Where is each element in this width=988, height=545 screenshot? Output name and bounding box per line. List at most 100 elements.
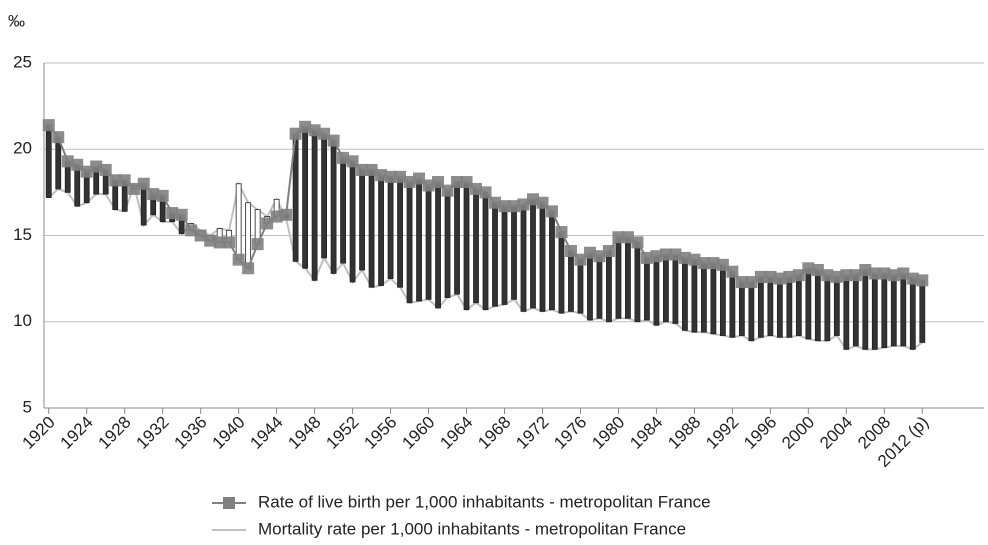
up-down-bar <box>406 181 413 304</box>
birth-marker <box>593 250 606 263</box>
y-tick-label: 10 <box>13 311 32 330</box>
up-down-bar <box>644 257 650 321</box>
y-tick-label: 20 <box>13 139 32 158</box>
birth-marker <box>526 193 539 206</box>
birth-marker <box>489 196 502 209</box>
up-down-bar <box>425 185 432 300</box>
up-down-bar <box>833 276 840 336</box>
up-down-bar <box>691 259 698 333</box>
x-tick-label: 1996 <box>740 413 780 453</box>
birth-marker <box>555 226 568 239</box>
birth-marker <box>242 262 255 275</box>
up-down-bar <box>311 129 318 281</box>
up-down-bar <box>349 160 356 283</box>
up-down-bar <box>890 274 897 347</box>
birth-marker <box>299 120 312 133</box>
up-down-bar <box>245 202 252 269</box>
up-down-bar <box>710 262 717 335</box>
birth-marker <box>261 217 274 230</box>
birth-marker <box>821 269 834 282</box>
birth-marker <box>621 231 634 244</box>
up-down-bar <box>549 210 555 311</box>
birth-marker <box>906 272 919 285</box>
birth-marker <box>451 176 464 189</box>
up-down-bar <box>45 124 52 198</box>
birth-marker <box>887 269 900 282</box>
x-tick-label: 1948 <box>284 413 324 453</box>
up-down-bar <box>700 262 707 333</box>
birth-marker <box>346 155 359 168</box>
birth-marker <box>697 257 710 270</box>
up-down-bar <box>416 178 422 302</box>
up-down-bar <box>909 278 916 350</box>
birth-marker <box>422 179 435 192</box>
x-tick-label: 1984 <box>626 413 666 453</box>
x-tick-label: 1992 <box>702 413 742 453</box>
legend-label: Mortality rate per 1,000 inhabitants - m… <box>258 519 686 538</box>
birth-marker <box>470 182 483 195</box>
up-down-bar <box>919 279 926 343</box>
up-down-bar <box>587 252 593 321</box>
up-down-bar <box>577 259 584 314</box>
up-down-bar <box>340 157 346 264</box>
x-tick-label: 1972 <box>512 413 552 453</box>
birth-marker <box>754 270 767 283</box>
up-down-bar <box>776 278 783 338</box>
birth-marker <box>280 208 293 221</box>
x-tick-label: 1988 <box>664 413 704 453</box>
up-down-bar <box>321 133 328 259</box>
x-tick-label: 1924 <box>57 413 97 453</box>
birth-marker <box>564 245 577 258</box>
birth-marker <box>678 251 691 264</box>
birth-marker <box>612 231 625 244</box>
birth-marker <box>640 251 653 264</box>
birth-marker <box>194 229 207 242</box>
x-tick-label: 2004 <box>816 413 856 453</box>
up-down-bar <box>501 205 508 305</box>
x-tick-label: 1952 <box>322 413 362 453</box>
birth-marker <box>384 170 397 183</box>
up-down-bar <box>511 205 517 300</box>
x-tick-label: 1968 <box>474 413 514 453</box>
birth-marker <box>536 196 549 209</box>
birth-marker <box>251 238 264 251</box>
birth-marker <box>61 155 74 168</box>
birth-marker <box>80 165 93 178</box>
up-down-bar <box>359 169 365 271</box>
birth-marker <box>783 270 796 283</box>
birth-marker <box>583 246 596 259</box>
birth-marker <box>118 174 131 187</box>
birth-marker <box>441 184 454 197</box>
up-down-bar <box>843 274 850 350</box>
birth-marker <box>707 257 720 270</box>
up-down-bar <box>568 250 574 312</box>
birth-marker <box>716 258 729 271</box>
birth-marker <box>517 198 530 211</box>
up-down-bar <box>672 254 679 324</box>
up-down-bar <box>862 269 869 350</box>
birth-marker <box>213 236 226 249</box>
birth-marker <box>878 267 891 280</box>
up-down-bar <box>463 181 470 311</box>
birth-marker <box>688 253 701 266</box>
birth-marker <box>916 274 929 287</box>
birth-marker <box>147 188 160 201</box>
up-down-bar <box>473 188 479 304</box>
legend-label: Rate of live birth per 1,000 inhabitants… <box>258 492 711 511</box>
birth-marker <box>356 163 369 176</box>
up-down-bar <box>330 140 337 274</box>
x-tick-label: 1944 <box>246 413 286 453</box>
up-down-bar <box>492 202 498 307</box>
birth-marker <box>232 253 245 266</box>
birth-marker <box>859 264 872 276</box>
birth-marker <box>327 134 340 147</box>
x-tick-label: 1964 <box>436 413 476 453</box>
x-tick-label: 1980 <box>588 413 628 453</box>
up-down-bar <box>900 273 907 347</box>
up-down-bar <box>140 183 147 226</box>
birth-marker <box>175 208 188 221</box>
up-down-bar <box>795 274 802 336</box>
up-down-bar <box>606 250 612 323</box>
birth-marker <box>204 234 217 247</box>
birth-marker <box>403 176 416 189</box>
